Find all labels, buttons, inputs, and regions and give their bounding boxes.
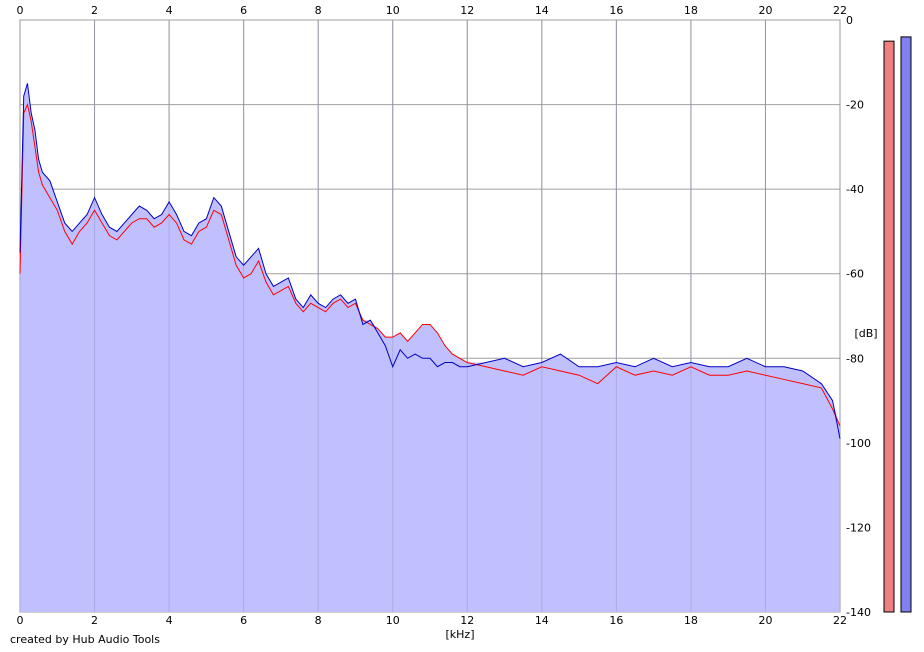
y-tick-label: -40 — [846, 183, 864, 196]
x-tick-label-top: 0 — [17, 4, 24, 17]
x-tick-label-top: 8 — [315, 4, 322, 17]
x-tick-label-bottom: 0 — [17, 614, 24, 627]
y-tick-label: -80 — [846, 352, 864, 365]
x-tick-label-top: 2 — [91, 4, 98, 17]
x-tick-label-bottom: 18 — [684, 614, 698, 627]
x-axis-top-ticks: 0 2 4 6 8 10 12 14 16 18 20 22 — [17, 4, 848, 17]
y-axis-label: [dB] — [854, 327, 877, 340]
y-tick-label: -60 — [846, 268, 864, 281]
y-tick-label: -100 — [846, 437, 871, 450]
level-meter-blue — [900, 36, 912, 613]
y-tick-label: -140 — [846, 606, 871, 619]
x-tick-label-bottom: 10 — [386, 614, 400, 627]
x-tick-label-top: 4 — [166, 4, 173, 17]
y-tick-label: 0 — [846, 14, 853, 27]
x-tick-label-bottom: 2 — [91, 614, 98, 627]
credit-text: created by Hub Audio Tools — [10, 633, 160, 646]
x-tick-label-bottom: 14 — [535, 614, 549, 627]
x-tick-label-top: 18 — [684, 4, 698, 17]
x-tick-label-top: 14 — [535, 4, 549, 17]
x-tick-label-top: 12 — [460, 4, 474, 17]
x-tick-label-bottom: 12 — [460, 614, 474, 627]
x-tick-label-bottom: 8 — [315, 614, 322, 627]
x-tick-label-bottom: 4 — [166, 614, 173, 627]
x-axis-bottom-ticks: 0 2 4 6 8 10 12 14 16 18 20 22 — [17, 614, 848, 627]
y-axis-ticks: 0 -20 -40 -60 -80 -100 -120 -140 — [846, 14, 871, 619]
x-tick-label-bottom: 20 — [758, 614, 772, 627]
x-tick-label-bottom: 22 — [833, 614, 847, 627]
series-line-blue — [19, 83, 841, 439]
x-tick-label-bottom: 6 — [240, 614, 247, 627]
plot-area — [19, 20, 841, 612]
series-line-red — [19, 102, 841, 427]
x-tick-label-top: 22 — [833, 4, 847, 17]
spectrum-fill — [20, 83, 840, 612]
x-axis-label: [kHz] — [446, 628, 475, 641]
x-tick-label-top: 16 — [609, 4, 623, 17]
y-tick-label: -20 — [846, 99, 864, 112]
y-tick-label: -120 — [846, 521, 871, 534]
level-meter-red — [883, 40, 895, 613]
x-tick-label-top: 10 — [386, 4, 400, 17]
x-tick-label-top: 20 — [758, 4, 772, 17]
level-meters — [883, 36, 912, 613]
x-tick-label-top: 6 — [240, 4, 247, 17]
x-tick-label-bottom: 16 — [609, 614, 623, 627]
